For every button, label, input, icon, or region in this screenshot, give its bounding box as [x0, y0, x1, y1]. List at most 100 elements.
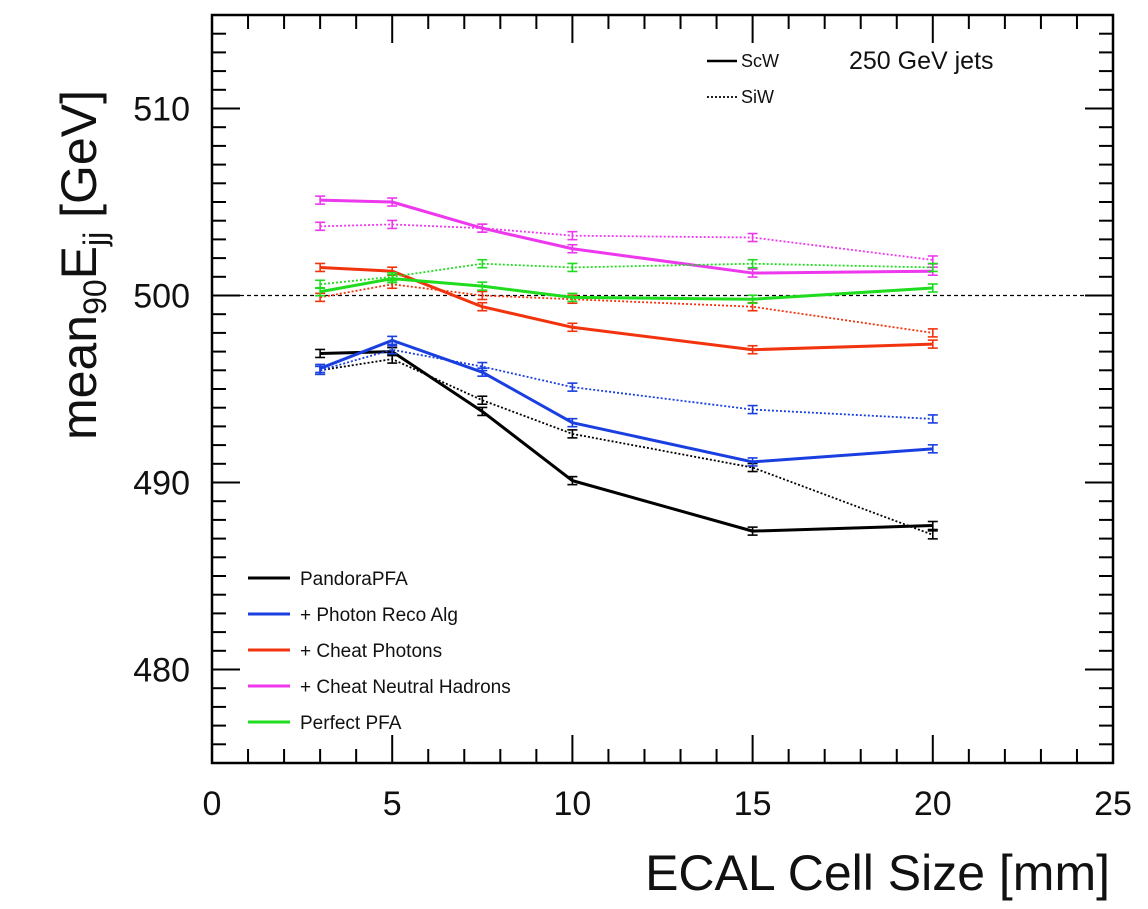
data-point	[567, 292, 578, 303]
data-point	[927, 339, 938, 349]
data-point	[387, 197, 398, 207]
data-point	[567, 262, 578, 273]
data-point	[315, 348, 326, 359]
line-style-legend: ScW SiW	[707, 51, 779, 107]
y-axis-label-base: mean	[51, 315, 107, 440]
data-point	[747, 344, 758, 355]
y-axis-label-sub2: jj	[77, 232, 113, 247]
legend-entry-perfect-pfa: Perfect PFA	[248, 713, 402, 734]
series-cheat-photons-siw	[315, 279, 938, 338]
series-line	[319, 338, 933, 464]
ticks-layer	[211, 14, 1114, 764]
data-point	[477, 395, 488, 406]
data-point	[927, 530, 938, 540]
data-point	[567, 429, 578, 439]
data-point	[747, 404, 758, 415]
series-legend: PandoraPFA + Photon Reco Alg + Cheat Photo…	[248, 569, 511, 734]
data-point	[747, 232, 758, 243]
style-legend-siw: SiW	[707, 87, 774, 107]
data-point	[747, 268, 758, 278]
series-pandorapfa-siw	[315, 354, 938, 540]
data-point	[387, 273, 398, 284]
data-point	[747, 526, 758, 536]
legend-label: + Photon Reco Alg	[300, 605, 458, 626]
legend-entry-cheat-neutral-hadrons: + Cheat Neutral Hadrons	[248, 677, 511, 698]
y-axis-label: mean90Ejj [GeV]	[51, 90, 113, 440]
data-point	[567, 417, 578, 428]
legend-label: + Cheat Neutral Hadrons	[300, 677, 511, 698]
legend-label: + Cheat Photons	[300, 641, 442, 662]
style-legend-label: SiW	[741, 87, 774, 107]
x-tick-label: 10	[553, 785, 591, 823]
series-line	[319, 277, 933, 301]
data-point	[927, 520, 938, 531]
x-tick-label: 5	[383, 785, 402, 823]
x-tick-label: 15	[734, 785, 772, 823]
style-legend-label: ScW	[741, 51, 779, 71]
series-line	[319, 283, 933, 334]
y-tick-label: 500	[133, 278, 190, 316]
y-axis-label-sub1: 90	[77, 279, 113, 315]
series-perfect-pfa-scw	[315, 273, 938, 305]
chart-annotation: 250 GeV jets	[849, 47, 994, 75]
data-point	[477, 301, 488, 312]
data-point	[567, 475, 578, 486]
data-point	[387, 344, 398, 355]
data-point	[747, 294, 758, 305]
data-point	[927, 444, 938, 454]
x-tick-label: 0	[203, 785, 222, 823]
data-point	[567, 382, 578, 392]
data-point	[477, 367, 488, 377]
series-line	[320, 223, 933, 261]
x-axis-label: ECAL Cell Size [mm]	[645, 845, 1110, 901]
series-pandorapfa-scw	[315, 346, 938, 536]
data-point	[477, 258, 488, 269]
x-tick-label: 25	[1094, 785, 1132, 823]
data-point	[927, 283, 938, 293]
series-perfect-pfa-siw	[315, 258, 938, 290]
series-cheat-photons-scw	[315, 262, 938, 355]
data-point	[315, 262, 326, 273]
data-point	[927, 328, 938, 338]
legend-label: PandoraPFA	[300, 569, 408, 590]
series-line	[319, 348, 933, 420]
data-point	[927, 262, 938, 273]
data-point	[567, 243, 578, 254]
series-line	[320, 350, 933, 533]
series-cheat-neutral-hadrons-scw	[315, 195, 938, 278]
data-point	[927, 414, 938, 424]
legend-label: Perfect PFA	[300, 713, 402, 734]
legend-entry-pandorapfa: PandoraPFA	[248, 569, 408, 590]
data-point	[477, 406, 488, 417]
data-point	[747, 457, 758, 467]
y-tick-label: 510	[133, 91, 190, 129]
y-tick-label: 480	[133, 652, 190, 690]
data-point	[567, 322, 578, 333]
data-point	[477, 281, 488, 291]
data-point	[315, 221, 326, 232]
y-axis-label-tail: [GeV]	[51, 90, 107, 232]
data-point	[477, 223, 488, 233]
y-axis-label-mid: E	[51, 246, 107, 279]
series-photon-reco-alg-siw	[315, 344, 938, 424]
data-point	[387, 335, 398, 346]
style-legend-scw: ScW	[707, 51, 779, 71]
legend-entry-cheat-photons: + Cheat Photons	[248, 641, 442, 662]
series-line	[320, 198, 933, 275]
data-point	[747, 258, 758, 269]
series-line	[320, 265, 933, 352]
data-point	[387, 219, 398, 230]
data-point	[315, 363, 326, 374]
legend-entry-photon-reco-alg: + Photon Reco Alg	[248, 605, 458, 626]
series-line	[319, 358, 934, 536]
data-point	[315, 195, 326, 205]
data-point	[315, 286, 326, 297]
data-point	[567, 230, 578, 241]
series-photon-reco-alg-scw	[315, 335, 938, 467]
y-tick-label: 490	[133, 465, 190, 503]
series-layer	[315, 195, 938, 540]
data-point	[477, 290, 488, 301]
series-line	[320, 262, 933, 286]
